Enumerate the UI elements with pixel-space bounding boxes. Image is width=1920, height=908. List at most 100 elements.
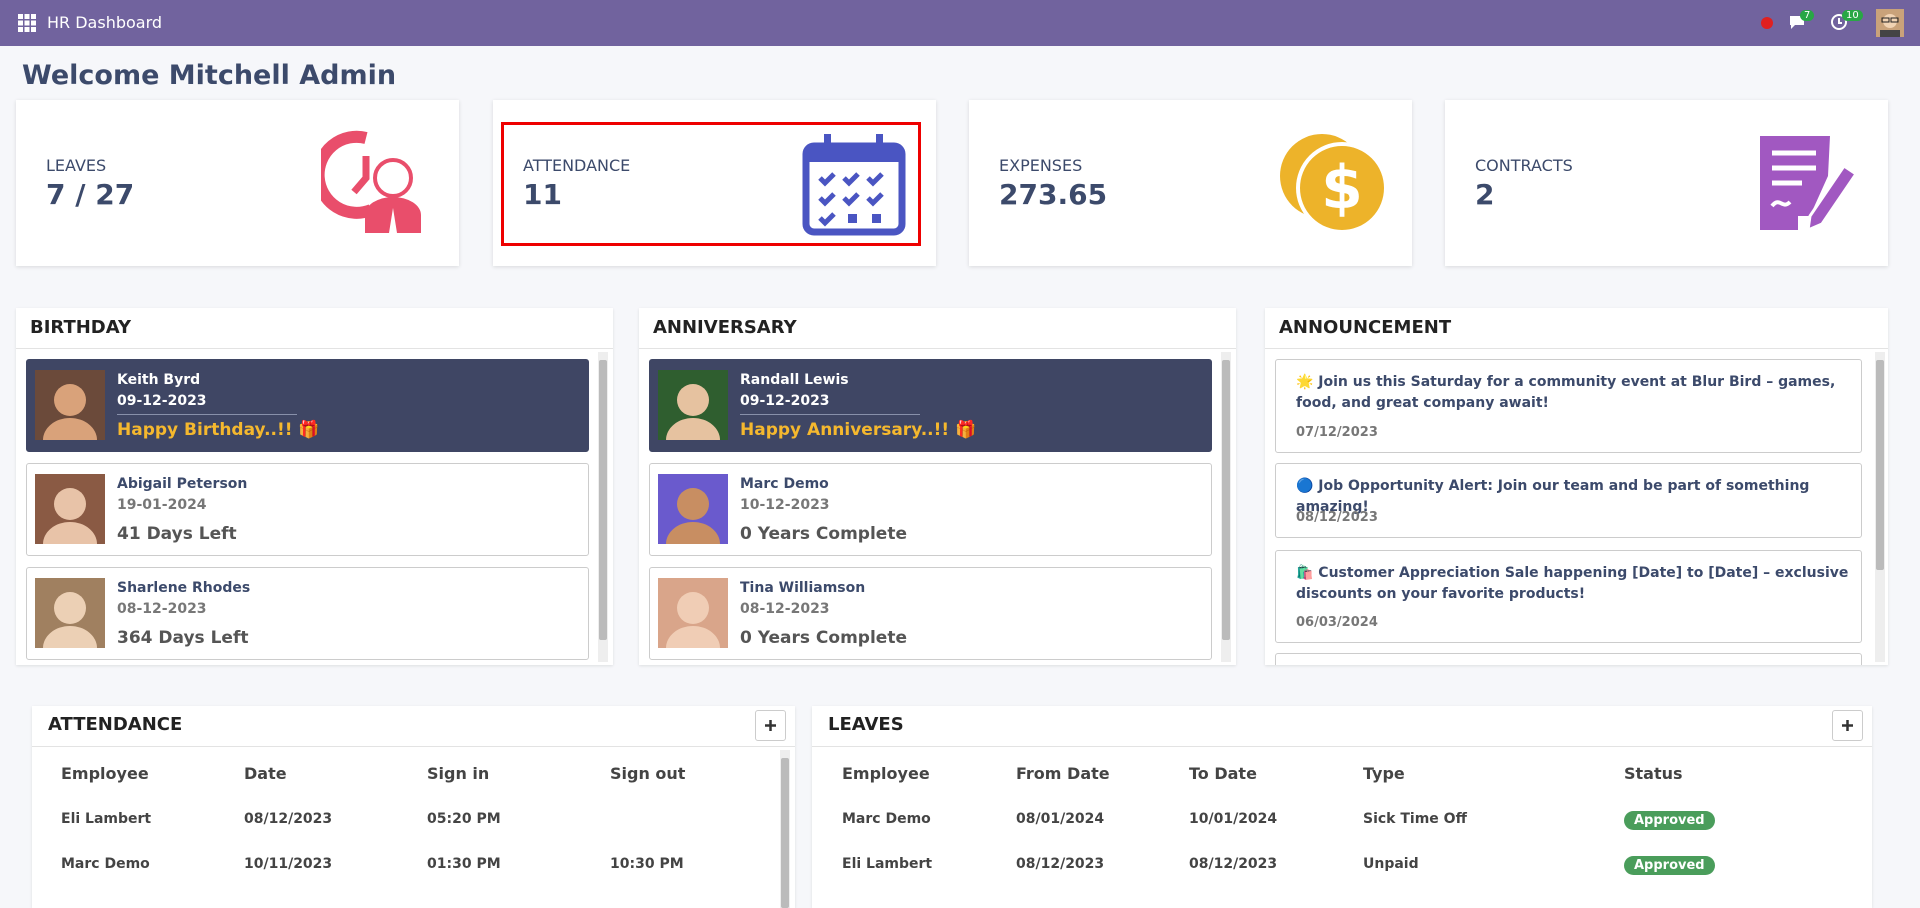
column-header: Date (244, 764, 287, 783)
card-value: 2 (1475, 178, 1495, 211)
column-header: Sign in (427, 764, 490, 783)
person-note: 0 Years Complete (740, 628, 907, 648)
person-date: 08-12-2023 (740, 601, 830, 617)
column-header: Status (1624, 764, 1683, 783)
status-badge: Approved (1624, 856, 1715, 875)
table-cell: 10/01/2024 (1189, 811, 1278, 827)
kpi-card[interactable]: CONTRACTS 2 (1445, 100, 1888, 266)
panel-title: ATTENDANCE (48, 714, 183, 735)
top-bar: HR Dashboard 7 10 (0, 0, 1920, 46)
avatar (658, 578, 728, 648)
announcement-card[interactable]: 🌟 Join us this Saturday for a community … (1275, 359, 1862, 453)
announcement-date: 08/12/2023 (1296, 510, 1378, 525)
card-label: CONTRACTS (1475, 156, 1573, 175)
column-header: From Date (1016, 764, 1110, 783)
table-cell: 10:30 PM (610, 856, 684, 872)
panel-title: BIRTHDAY (30, 317, 131, 338)
table-cell: Marc Demo (842, 811, 931, 827)
person-card[interactable]: Keith Byrd 09-12-2023 Happy Birthday..!! 🎁 (26, 359, 589, 452)
record-dot[interactable] (1760, 16, 1774, 30)
card-value: 11 (523, 178, 562, 211)
person-name: Keith Byrd (117, 372, 201, 388)
scroll-thumb (599, 360, 607, 640)
scroll-thumb (1876, 360, 1884, 570)
divider (16, 348, 613, 349)
table-cell: 05:20 PM (427, 811, 501, 827)
divider (639, 348, 1236, 349)
announcement-text: 🔵 Job Opportunity Alert: Join our team a… (1296, 478, 1810, 515)
person-card[interactable]: Randall Lewis 09-12-2023 Happy Anniversary… (649, 359, 1212, 452)
divider (812, 746, 1872, 747)
announcement-panel: ANNOUNCEMENT 🌟 Join us this Saturday for … (1265, 308, 1888, 665)
scrollbar[interactable] (1875, 352, 1885, 662)
card-label: ATTENDANCE (523, 156, 631, 175)
table-cell: 08/12/2023 (1016, 856, 1105, 872)
announcement-text: 🛍️ Customer Appreciation Sale happening … (1296, 565, 1849, 602)
scroll-thumb (1222, 360, 1230, 640)
add-button[interactable] (1832, 710, 1863, 741)
card-value: 7 / 27 (46, 178, 135, 211)
add-button[interactable] (755, 710, 786, 741)
person-name: Randall Lewis (740, 372, 849, 388)
announcement-date: 06/03/2024 (1296, 615, 1378, 630)
anniversary-panel: ANNIVERSARY Randall Lewis 09-12-2023 Happy … (639, 308, 1236, 665)
underline (117, 414, 297, 415)
welcome: Welcome Mitchell Admin (22, 60, 397, 91)
kpi-card[interactable]: LEAVES 7 / 27 (16, 100, 459, 266)
avatar (658, 370, 728, 440)
card-icon: $ (1274, 128, 1394, 242)
activity-badge: 10 (1842, 10, 1863, 21)
scrollbar[interactable] (780, 750, 790, 908)
avatar (35, 474, 105, 544)
person-note: 0 Years Complete (740, 524, 907, 544)
announcement-date: 07/12/2023 (1296, 425, 1378, 440)
announcement-card[interactable]: 🔵 Job Opportunity Alert: Join our team a… (1275, 463, 1862, 538)
person-date: 19-01-2024 (117, 497, 207, 513)
card-icon (312, 128, 431, 242)
table-cell: 08/01/2024 (1016, 811, 1105, 827)
kpi-card[interactable]: ATTENDANCE 11 (493, 100, 936, 266)
announcement-card[interactable]: 🛍️ Customer Appreciation Sale happening … (1275, 550, 1862, 643)
table-cell: Sick Time Off (1363, 811, 1467, 827)
table-cell: Unpaid (1363, 856, 1419, 872)
card-icon (798, 128, 908, 242)
avatar (658, 474, 728, 544)
card-value: 273.65 (999, 178, 1108, 211)
column-header: Type (1363, 764, 1405, 783)
person-note: 364 Days Left (117, 628, 249, 648)
divider (1265, 348, 1888, 349)
person-name: Tina Williamson (740, 580, 866, 596)
scrollbar[interactable] (598, 352, 608, 662)
table-cell: Eli Lambert (842, 856, 933, 872)
app-title: HR Dashboard (47, 13, 163, 32)
column-header: To Date (1189, 764, 1257, 783)
person-date: 10-12-2023 (740, 497, 830, 513)
table-cell: 01:30 PM (427, 856, 501, 872)
column-header: Employee (61, 764, 149, 783)
panel-title: ANNOUNCEMENT (1279, 317, 1452, 338)
card-label: LEAVES (46, 156, 107, 175)
person-card[interactable]: Abigail Peterson 19-01-2024 41 Days Left (26, 463, 589, 556)
attendance-table: ATTENDANCE Employee Date Sign in Sign out Eli… (32, 706, 795, 908)
card-label: EXPENSES (999, 156, 1083, 175)
column-header: Sign out (610, 764, 686, 783)
apps-icon[interactable] (18, 14, 36, 32)
avatar (35, 370, 105, 440)
scrollbar[interactable] (1221, 352, 1231, 662)
announcement-text: 🌟 Join us this Saturday for a community … (1296, 374, 1836, 411)
column-header: Employee (842, 764, 930, 783)
activity-icon[interactable] (1830, 13, 1848, 31)
person-name: Marc Demo (740, 476, 829, 492)
person-card[interactable]: Marc Demo 10-12-2023 0 Years Complete (649, 463, 1212, 556)
table-cell: 08/12/2023 (1189, 856, 1278, 872)
person-date: 09-12-2023 (740, 393, 830, 409)
person-card[interactable]: Tina Williamson 08-12-2023 0 Years Complet… (649, 567, 1212, 660)
person-note: Happy Birthday..!! 🎁 (117, 420, 320, 440)
chat-badge: 7 (1800, 10, 1815, 21)
user-avatar[interactable] (1876, 9, 1904, 37)
person-card[interactable]: Sharlene Rhodes 08-12-2023 364 Days Left (26, 567, 589, 660)
kpi-card[interactable]: EXPENSES 273.65 $ (969, 100, 1412, 266)
person-date: 09-12-2023 (117, 393, 207, 409)
leaves-table: LEAVES Employee From Date To Date Type Status… (812, 706, 1872, 908)
